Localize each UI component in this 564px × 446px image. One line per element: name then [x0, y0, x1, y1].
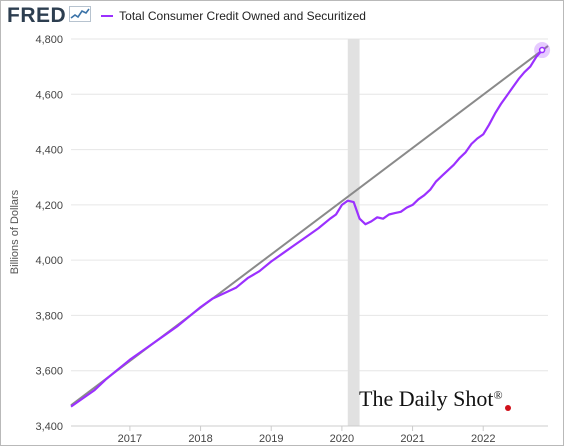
- fred-logo[interactable]: FRED: [7, 4, 67, 27]
- y-tick-label: 4,200: [35, 200, 63, 212]
- chart-header: FRED Total Consumer Credit Owned and Sec…: [7, 4, 366, 27]
- x-axis-ticks: 2017 2018 2019 2020 2021 2022: [71, 425, 548, 445]
- x-tick-label: 2022: [471, 433, 495, 445]
- watermark-text: The Daily Shot: [359, 386, 494, 411]
- series-layer: [70, 42, 551, 408]
- legend-swatch: [101, 15, 114, 17]
- y-tick-label: 4,800: [35, 34, 63, 46]
- y-axis-label: Billions of Dollars: [9, 189, 21, 274]
- y-tick-label: 4,000: [35, 255, 63, 267]
- legend-label: Total Consumer Credit Owned and Securiti…: [119, 9, 366, 23]
- y-tick-label: 4,600: [35, 89, 63, 101]
- recession-bar: [347, 39, 360, 426]
- x-tick-label: 2020: [330, 433, 354, 445]
- watermark-dot: [505, 405, 511, 411]
- y-tick-label: 3,600: [35, 366, 63, 378]
- line-chart-icon: [69, 5, 92, 27]
- watermark-mark: ®: [493, 388, 503, 402]
- x-tick-label: 2021: [400, 433, 424, 445]
- y-tick-label: 4,400: [35, 145, 63, 157]
- gridlines: [71, 38, 548, 427]
- x-tick-label: 2018: [188, 433, 212, 445]
- x-tick-label: 2017: [118, 433, 142, 445]
- end-marker-dot: [538, 46, 546, 54]
- series-line: [70, 49, 543, 408]
- y-axis-ticks: 3,400 3,600 3,800 4,000 4,200 4,400 4,600 4,800: [35, 34, 63, 433]
- y-tick-label: 3,800: [35, 310, 63, 322]
- x-tick-label: 2019: [259, 433, 283, 445]
- recession-shading: [347, 39, 360, 426]
- daily-shot-watermark: The Daily Shot®: [359, 386, 511, 412]
- y-tick-label: 3,400: [35, 421, 63, 433]
